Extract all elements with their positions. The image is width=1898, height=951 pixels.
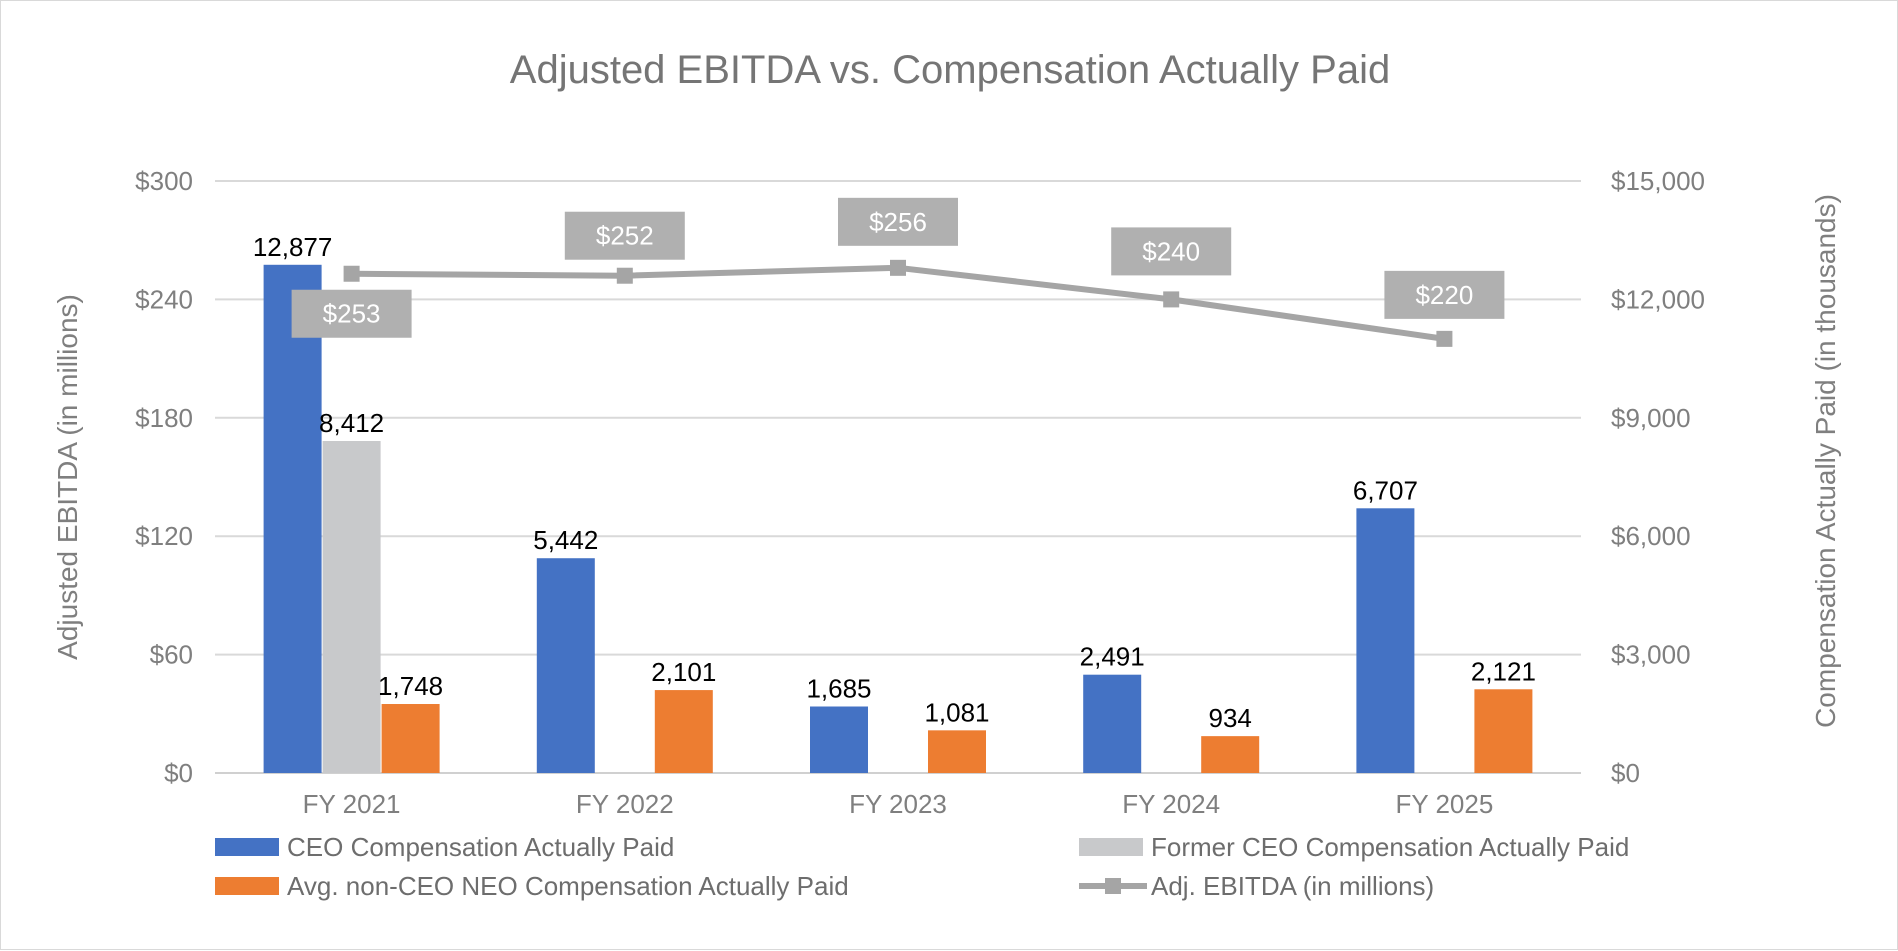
ebitda-data-label: $240 [1142,236,1200,266]
y-right-tick-label: $3,000 [1611,640,1691,670]
y-left-tick-label: $180 [135,403,193,433]
y-left-tick-label: $240 [135,284,193,314]
ebitda-marker [616,267,633,284]
y-left-tick-label: $60 [150,640,193,670]
ebitda-data-label: $256 [869,207,927,237]
x-tick-label: FY 2025 [1395,789,1493,819]
bar-former-ceo-comp [322,441,381,773]
bar-neo-comp [381,704,440,773]
x-tick-label: FY 2024 [1122,789,1220,819]
y-left-tick-label: $300 [135,166,193,196]
data-label-former-ceo-comp: 8,412 [319,408,384,438]
legend-swatch [215,877,279,895]
legend-ceo-comp: CEO Compensation Actually Paid [287,832,674,862]
x-tick-label: FY 2022 [576,789,674,819]
legend-neo-comp: Avg. non-CEO NEO Compensation Actually P… [287,871,849,901]
bar-ceo-comp [1083,674,1142,773]
ebitda-label-box [564,211,685,260]
data-label-neo-comp: 2,101 [651,657,716,687]
chart-title: Adjusted EBITDA vs. Compensation Actuall… [510,48,1390,92]
ebitda-marker [1436,330,1453,347]
ebitda-marker [1163,291,1180,308]
ebitda-label-box [838,197,958,246]
y-left-axis-title: Adjusted EBITDA (in millions) [52,294,83,660]
ebitda-line [351,264,1445,342]
legend-marker-swatch [1105,878,1121,894]
x-tick-label: FY 2021 [303,789,401,819]
y-left-tick-label: $0 [164,758,193,788]
x-tick-label: FY 2023 [849,789,947,819]
ebitda-marker [343,265,360,282]
y-right-tick-label: $9,000 [1611,403,1691,433]
data-label-ceo-comp: 12,877 [253,232,333,262]
y-right-tick-label: $15,000 [1611,166,1705,196]
legend-swatch [215,838,279,856]
ebitda-label-box [1111,227,1232,276]
ebitda-data-label: $220 [1415,280,1473,310]
data-label-neo-comp: 1,748 [378,671,443,701]
data-label-neo-comp: 2,121 [1471,656,1536,686]
legend-ebitda: Adj. EBITDA (in millions) [1151,871,1434,901]
legend-swatch [1079,838,1143,856]
bar-neo-comp [928,730,986,773]
data-label-ceo-comp: 1,685 [806,673,871,703]
y-right-tick-label: $12,000 [1611,284,1705,314]
bar-neo-comp [1474,689,1533,773]
bar-ceo-comp [810,706,868,773]
y-right-tick-label: $0 [1611,758,1640,788]
data-label-neo-comp: 1,081 [924,697,989,727]
y-left-tick-label: $120 [135,521,193,551]
data-label-ceo-comp: 2,491 [1080,642,1145,672]
legend-former-ceo-comp: Former CEO Compensation Actually Paid [1151,832,1629,862]
ebitda-label-box [1384,270,1505,319]
y-right-tick-label: $6,000 [1611,521,1691,551]
ebitda-data-label: $253 [323,299,381,329]
bar-neo-comp [654,690,713,773]
bar-ceo-comp [536,558,595,773]
data-label-ceo-comp: 6,707 [1353,475,1418,505]
ebitda-label-box [291,289,412,338]
ebitda-marker [890,259,906,276]
data-label-ceo-comp: 5,442 [533,525,598,555]
bar-ceo-comp [263,264,322,773]
data-label-neo-comp: 934 [1209,703,1252,733]
y-right-axis-title: Compensation Actually Paid (in thousands… [1810,194,1841,728]
ebitda-data-label: $252 [596,221,654,251]
bar-ceo-comp [1356,508,1415,773]
bar-neo-comp [1201,736,1260,773]
